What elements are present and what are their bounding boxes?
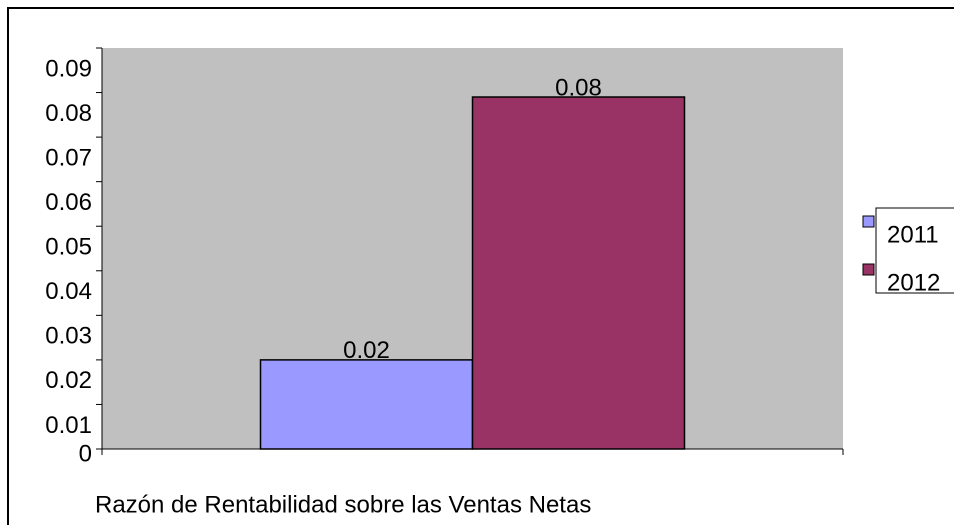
- legend-box: [875, 207, 954, 294]
- y-tick-label: 0.07: [45, 144, 92, 171]
- legend-label: 2012: [887, 269, 940, 296]
- bar: [471, 96, 686, 450]
- legend-marker: [862, 215, 875, 228]
- data-label: 0.02: [343, 337, 390, 364]
- chart-title: Razón de Rentabilidad sobre las Ventas N…: [95, 491, 591, 518]
- y-tick-label: 0.01: [45, 412, 92, 439]
- y-tick-label: 0.06: [45, 189, 92, 216]
- bar: [259, 359, 474, 450]
- y-tick-label: 0.03: [45, 323, 92, 350]
- y-tick-label: 0.04: [45, 278, 92, 305]
- y-tick-label: 0.08: [45, 100, 92, 127]
- legend-label: 2011: [887, 221, 939, 248]
- y-tick-label: 0.09: [45, 55, 92, 82]
- y-tick-label: 0: [79, 440, 92, 467]
- legend-marker: [862, 263, 875, 276]
- data-label: 0.08: [555, 74, 602, 101]
- y-tick-label: 0.02: [45, 367, 92, 394]
- y-tick-label: 0.05: [45, 234, 92, 261]
